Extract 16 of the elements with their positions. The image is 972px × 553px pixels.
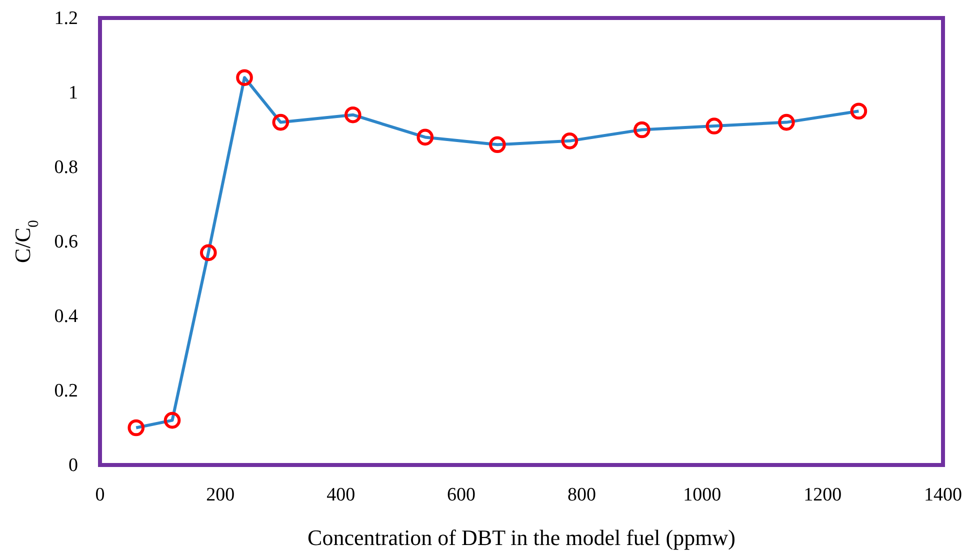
y-tick-label: 0.2 [54, 380, 78, 402]
y-tick-label: 0.4 [54, 306, 78, 328]
x-tick-label: 200 [206, 484, 235, 506]
x-tick-label: 600 [447, 484, 476, 506]
y-tick-label: 0.6 [54, 232, 78, 253]
y-tick-label: 0 [68, 455, 78, 476]
x-tick-label: 1000 [683, 484, 722, 506]
x-tick-label: 1200 [804, 484, 842, 506]
y-tick-label: 1 [68, 82, 78, 104]
x-tick-label: 0 [95, 484, 105, 506]
x-axis-title: Concentration of DBT in the model fuel (ppmw) [308, 525, 736, 550]
x-tick-label: 400 [326, 484, 356, 506]
x-tick-label: 1400 [924, 484, 962, 506]
y-tick-label: 0.8 [54, 157, 78, 178]
x-tick-label: 800 [567, 484, 596, 506]
y-tick-label: 1.2 [54, 8, 78, 30]
